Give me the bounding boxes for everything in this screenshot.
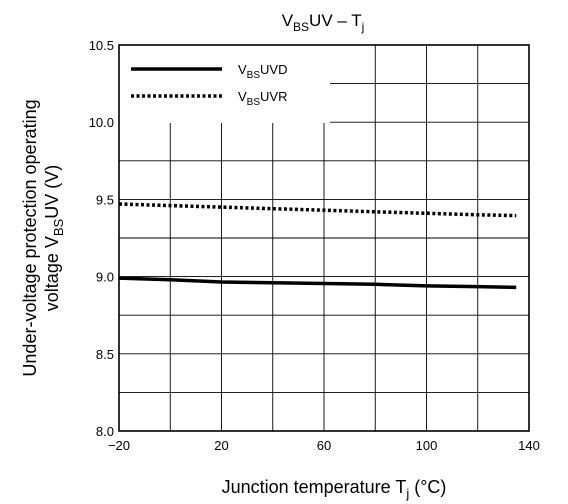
y-tick-labels: 8.0 8.5 9.0 9.5 10.0 10.5	[89, 38, 114, 439]
x-axis-title: Junction temperature Tj (°C)	[222, 477, 447, 501]
y-axis-title-line1: Under-voltage protection operating	[20, 99, 40, 376]
y-tick-label: 9.5	[96, 192, 114, 207]
series-lines	[118, 202, 517, 290]
series-line-vbsuvd	[118, 276, 517, 290]
x-tick-label: 60	[317, 438, 331, 453]
y-tick-label: 10.0	[89, 115, 114, 130]
grid-lines	[119, 45, 529, 431]
legend-label-vbsuvr: VBSUVR	[238, 89, 287, 108]
x-tick-label: 100	[416, 438, 438, 453]
x-tick-label: −20	[108, 438, 130, 453]
legend-background	[119, 45, 330, 123]
x-tick-label: 140	[518, 438, 540, 453]
y-tick-label: 9.0	[96, 270, 114, 285]
y-axis-title: Under-voltage protection operating volta…	[20, 99, 66, 376]
y-axis-title-line2: voltage VBSUV (V)	[42, 165, 66, 311]
series-line-vbsuvr	[118, 202, 517, 218]
x-tick-labels: −20 20 60 100 140	[108, 438, 540, 453]
legend-label-vbsuvd: VBSUVD	[238, 62, 287, 81]
y-tick-label: 8.0	[96, 424, 114, 439]
chart-title: VBSUV – Tj	[282, 11, 365, 34]
x-tick-label: 20	[214, 438, 228, 453]
plot-frame	[118, 44, 530, 432]
y-tick-label: 10.5	[89, 38, 114, 53]
y-tick-label: 8.5	[96, 347, 114, 362]
